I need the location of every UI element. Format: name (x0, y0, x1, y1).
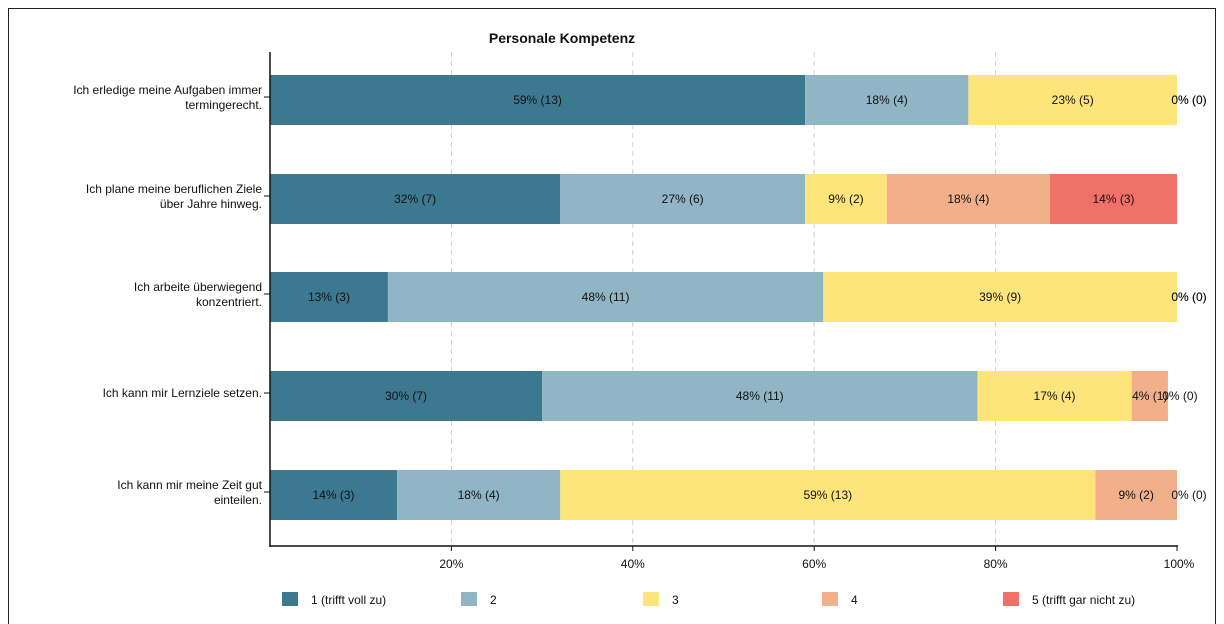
legend-swatch (822, 592, 838, 606)
legend-label: 4 (851, 593, 858, 607)
bar-value-label: 59% (13) (803, 488, 852, 502)
legend-label: 3 (672, 593, 679, 607)
category-label: Ich kann mir Lernziele setzen. (103, 386, 262, 400)
bar-segment (1131, 371, 1168, 421)
bar-segment (560, 174, 806, 224)
bar-value-label: 18% (4) (458, 488, 500, 502)
legend-swatch (461, 592, 477, 606)
bars (270, 75, 1177, 520)
bar-value-label: 48% (11) (582, 290, 630, 304)
bar-value-label: 0% (0) (1171, 93, 1206, 107)
bar-segment (270, 174, 561, 224)
bar-value-label: 0% (0) (1162, 389, 1197, 403)
bar-value-label: 13% (3) (308, 290, 350, 304)
bar-segment (396, 470, 561, 520)
legend-label: 2 (490, 593, 497, 607)
x-tick-label: 60% (802, 557, 826, 571)
bar-value-label: 23% (5) (1052, 93, 1094, 107)
bar-value-label: 14% (3) (1092, 192, 1134, 206)
bar-value-label: 0% (0) (1171, 290, 1206, 304)
x-tick-labels: 20% 40% 60% 80% 100% (439, 557, 1194, 571)
bar-segment (387, 272, 824, 322)
x-tick-label: 20% (439, 557, 463, 571)
bar-value-label: 30% (7) (385, 389, 427, 403)
bar-value-label: 4% (1) (1132, 389, 1167, 403)
bar-segment (886, 174, 1051, 224)
bar-value-label: 39% (9) (979, 290, 1021, 304)
category-label: Ich erledige meine Aufgaben immer terming… (73, 83, 262, 112)
bar-value-label: 32% (7) (394, 192, 436, 206)
category-labels: Ich erledige meine Aufgaben immer terming… (73, 83, 262, 507)
bar-segment (823, 272, 1177, 322)
bar-value-label: 0% (0) (1171, 290, 1206, 304)
legend-swatch (282, 592, 298, 606)
x-tick-label: 100% (1164, 557, 1195, 571)
bar-value-label: 48% (11) (736, 389, 784, 403)
bar-segment (805, 174, 887, 224)
bar-labels: 59% (13) 18% (4) 23% (5) 0% (0) 0% (0) 32% (7… (308, 93, 1207, 502)
legend: 1 (trifft voll zu) 2 3 4 5 (trifft gar nicht… (282, 592, 1135, 607)
bar-value-label: 27% (6) (662, 192, 704, 206)
bar-segment (1095, 470, 1177, 520)
bar-segment (1050, 174, 1177, 224)
axes (264, 52, 1178, 551)
bar-segment (977, 371, 1132, 421)
x-tick-label: 40% (621, 557, 645, 571)
legend-swatch (643, 592, 659, 606)
legend-swatch (1003, 592, 1019, 606)
bar-segment (270, 371, 543, 421)
category-label: Ich arbeite überwiegend konzentriert. (134, 280, 262, 309)
bar-segment (542, 371, 978, 421)
legend-label: 5 (trifft gar nicht zu) (1032, 593, 1135, 607)
bar-segment (270, 75, 806, 125)
bar-segment (560, 470, 1096, 520)
bar-value-label: 9% (2) (828, 192, 863, 206)
chart-title: Personale Kompetenz (489, 30, 635, 46)
bar-value-label: 17% (4) (1034, 389, 1076, 403)
bar-value-label: 0% (0) (1171, 488, 1206, 502)
bar-value-label: 18% (4) (947, 192, 989, 206)
bar-segment (270, 470, 397, 520)
bar-value-label: 59% (13) (513, 93, 562, 107)
bar-segment (270, 272, 388, 322)
category-label: Ich plane meine beruflichen Ziele über Ja… (86, 182, 262, 211)
bar-segment (968, 75, 1177, 125)
bar-value-label: 0% (0) (1171, 93, 1206, 107)
bar-value-label: 9% (2) (1119, 488, 1154, 502)
bar-segment (805, 75, 969, 125)
legend-label: 1 (trifft voll zu) (311, 593, 386, 607)
bar-value-label: 14% (3) (312, 488, 354, 502)
x-tick-label: 80% (984, 557, 1008, 571)
bar-value-label: 18% (4) (866, 93, 908, 107)
category-label: Ich kann mir meine Zeit gut einteilen. (117, 478, 262, 507)
